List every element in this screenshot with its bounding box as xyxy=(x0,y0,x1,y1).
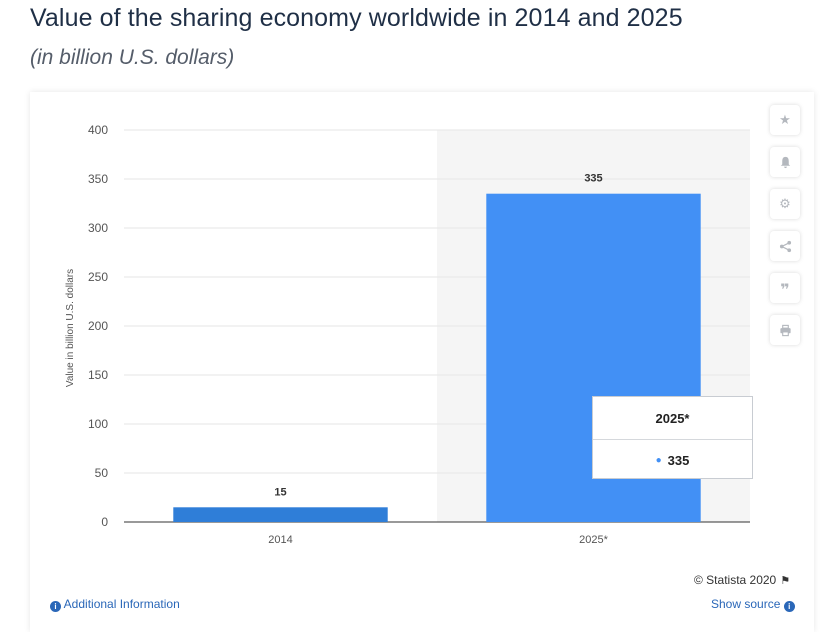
bar-chart: 0 50 100 150 200 250 300 350 400 15 335 2014 2025*… xyxy=(65,123,750,546)
credit-text: © Statista 2020 xyxy=(694,573,777,587)
y-tick-label: 0 xyxy=(101,515,108,529)
additional-information-link[interactable]: i Additional Information xyxy=(50,597,180,612)
y-tick-label: 300 xyxy=(88,221,108,235)
y-tick-label: 350 xyxy=(88,172,108,186)
data-label: 335 xyxy=(584,173,602,185)
star-icon: ★ xyxy=(779,112,791,127)
y-tick-label: 50 xyxy=(95,466,109,480)
page-subtitle: (in billion U.S. dollars) xyxy=(30,46,235,69)
additional-information-label: Additional Information xyxy=(63,597,180,611)
print-icon xyxy=(779,324,791,336)
share-button[interactable] xyxy=(770,231,800,261)
tooltip-category: 2025* xyxy=(593,397,752,440)
notification-button[interactable] xyxy=(770,147,800,177)
x-tick-label: 2025* xyxy=(579,534,608,546)
data-label: 15 xyxy=(274,486,286,498)
y-tick-label: 200 xyxy=(88,319,108,333)
page-title: Value of the sharing economy worldwide i… xyxy=(30,4,683,32)
tooltip-marker: ● xyxy=(655,454,662,466)
flag-icon: ⚑ xyxy=(780,575,791,587)
favorite-button[interactable]: ★ xyxy=(770,105,800,135)
settings-button[interactable]: ⚙ xyxy=(770,189,800,219)
y-tick-label: 100 xyxy=(88,417,108,431)
y-axis-label: Value in billion U.S. dollars xyxy=(65,269,76,387)
statista-credit[interactable]: © Statista 2020 ⚑ xyxy=(694,573,790,587)
quote-icon: ❞ xyxy=(780,282,790,299)
bell-icon xyxy=(780,156,790,168)
cite-button[interactable]: ❞ xyxy=(770,273,800,303)
y-tick-label: 150 xyxy=(88,368,108,382)
share-icon xyxy=(779,240,791,252)
chart-tooltip: 2025* ● 335 xyxy=(592,396,753,479)
info-icon: i xyxy=(783,601,795,612)
x-tick-label: 2014 xyxy=(268,534,292,546)
show-source-link[interactable]: Show source i xyxy=(711,597,795,612)
tooltip-value: 335 xyxy=(667,452,690,468)
show-source-label: Show source xyxy=(711,597,781,611)
bar-2014[interactable] xyxy=(173,507,388,522)
y-tick-label: 400 xyxy=(88,123,108,137)
info-icon: i xyxy=(50,601,61,612)
y-tick-label: 250 xyxy=(88,270,108,284)
gear-icon: ⚙ xyxy=(779,196,791,211)
tooltip-value-row: ● 335 xyxy=(593,440,752,480)
print-button[interactable] xyxy=(770,315,800,345)
